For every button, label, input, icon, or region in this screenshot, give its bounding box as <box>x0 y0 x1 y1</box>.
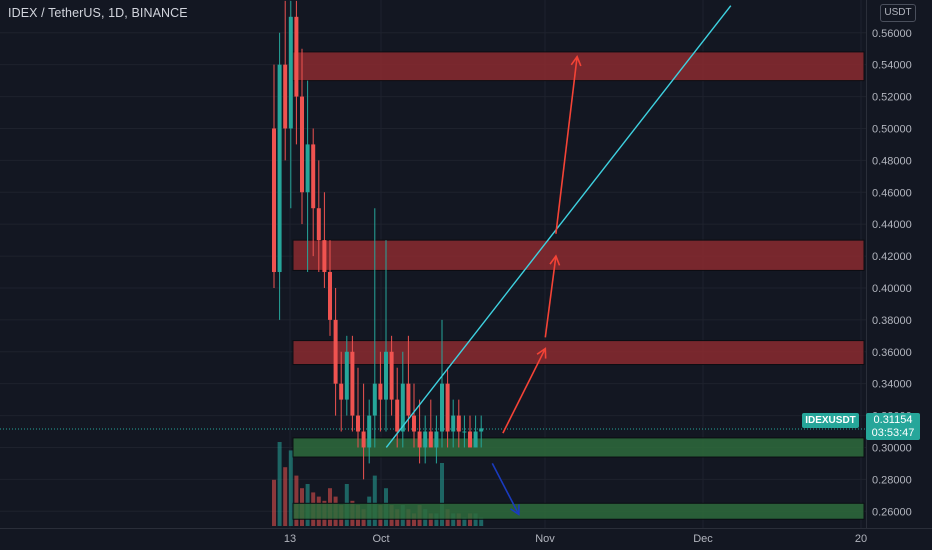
trend-line <box>385 5 732 448</box>
candle-body <box>344 351 349 400</box>
last-price-tag: 0.31154 03:53:47 <box>866 413 920 440</box>
resistance-zone <box>292 239 865 271</box>
price-tick-label: 0.50000 <box>872 123 912 135</box>
drawing-overlay <box>385 5 732 516</box>
candle-body <box>462 431 467 433</box>
candle-body <box>378 383 383 400</box>
candle-body <box>350 351 355 416</box>
time-tick-label: 13 <box>284 533 296 545</box>
time-tick-label: 20 <box>855 533 867 545</box>
price-tick-label: 0.36000 <box>872 347 912 359</box>
price-tick-label: 0.56000 <box>872 28 912 40</box>
price-tick-label: 0.28000 <box>872 474 912 486</box>
candle-body <box>451 415 456 432</box>
projection-arrow-head <box>536 347 547 359</box>
price-tick-label: 0.48000 <box>872 155 912 167</box>
price-tick-label: 0.52000 <box>872 92 912 104</box>
support-zone <box>292 502 865 520</box>
currency-unit-button[interactable]: USDT <box>880 4 916 22</box>
candle-body <box>440 383 444 432</box>
candle-body <box>456 415 461 432</box>
projection-arrow-head <box>570 55 582 67</box>
candle-body <box>339 383 344 400</box>
bar-countdown: 03:53:47 <box>871 427 915 439</box>
candle-body <box>272 128 276 273</box>
candle-body <box>417 431 422 448</box>
time-tick-label: Nov <box>535 533 555 545</box>
chart-title: IDEX / TetherUS, 1D, BINANCE <box>8 6 188 20</box>
projection-arrow-head <box>510 504 520 516</box>
candle-body <box>428 431 433 448</box>
candle-body <box>356 415 360 432</box>
volume-bar <box>283 467 288 526</box>
price-tick-label: 0.44000 <box>872 219 912 231</box>
time-axis: 13 Oct Nov Dec 20 <box>284 533 867 545</box>
projection-arrow-shaft <box>502 348 547 434</box>
candle-body <box>395 399 400 432</box>
projection-arrow-shaft <box>491 463 520 515</box>
candle-body <box>316 208 321 241</box>
volume-bar <box>277 442 282 526</box>
projection-arrow-shaft <box>555 56 578 234</box>
candle-body <box>412 415 416 432</box>
time-tick-label: Oct <box>372 533 389 545</box>
volume-bar <box>272 479 276 526</box>
volume-bar <box>479 517 484 526</box>
candle-body <box>277 64 282 273</box>
candle-body <box>406 383 411 416</box>
candle-body <box>328 272 332 320</box>
candle-body <box>333 319 338 384</box>
projection-arrow-shaft <box>544 255 557 338</box>
candle-body <box>400 383 405 432</box>
symbol-label: IDEXUSDT <box>802 413 859 428</box>
volume-bar <box>462 517 467 526</box>
support-zone <box>292 437 865 458</box>
volume-bar <box>372 475 377 526</box>
candle-body <box>473 431 478 448</box>
volume-bar <box>288 450 293 526</box>
price-axis: 0.260000.280000.300000.320000.340000.360… <box>872 28 912 519</box>
candle-body <box>384 351 388 400</box>
candle-body <box>322 240 327 273</box>
price-tick-label: 0.26000 <box>872 506 912 518</box>
price-tick-label: 0.40000 <box>872 283 912 295</box>
price-tick-label: 0.46000 <box>872 187 912 199</box>
candle-body <box>423 431 428 448</box>
price-tick-label: 0.42000 <box>872 251 912 263</box>
price-tick-label: 0.30000 <box>872 442 912 454</box>
time-tick-label: Dec <box>693 533 713 545</box>
candle-body <box>311 144 316 209</box>
candle-body <box>367 415 372 448</box>
candle-body <box>361 431 366 448</box>
candle-body <box>434 431 439 448</box>
price-tick-label: 0.38000 <box>872 315 912 327</box>
candle-body <box>479 428 484 432</box>
candle-body <box>445 383 450 432</box>
candle-body <box>283 64 288 129</box>
candle-body <box>300 96 304 193</box>
price-tick-label: 0.54000 <box>872 60 912 72</box>
resistance-zone <box>292 51 865 82</box>
candle-body <box>288 16 293 129</box>
candle-body <box>389 351 394 400</box>
price-axis-separator <box>866 0 867 528</box>
last-price: 0.31154 <box>873 414 913 426</box>
volume-bar <box>294 475 299 526</box>
price-zones <box>0 51 866 520</box>
candle-body <box>372 383 377 416</box>
price-tick-label: 0.34000 <box>872 379 912 391</box>
candle-body <box>294 16 299 97</box>
projection-arrow-head <box>549 254 561 266</box>
volume-bar <box>440 463 444 526</box>
candle-body <box>305 144 310 193</box>
candlestick-series <box>272 0 484 480</box>
time-axis-separator <box>0 528 932 529</box>
candle-body <box>468 431 472 448</box>
resistance-zone <box>292 340 865 366</box>
